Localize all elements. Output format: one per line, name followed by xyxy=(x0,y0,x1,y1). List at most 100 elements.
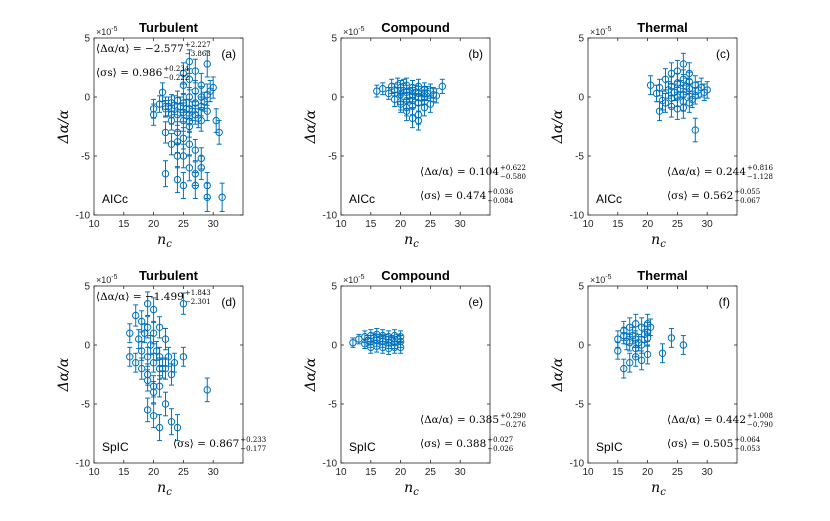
x-tick-label: 10 xyxy=(582,219,594,230)
marker xyxy=(620,331,628,340)
marker xyxy=(655,83,664,92)
stat-minus: −0.084 xyxy=(487,197,513,205)
marker xyxy=(614,347,622,355)
panel-title: Thermal xyxy=(637,20,688,35)
y-scale-exponent: ×10-5 xyxy=(343,274,365,285)
data-point xyxy=(209,76,217,99)
marker xyxy=(215,128,223,137)
data-point xyxy=(167,104,176,125)
method-label: SpIC xyxy=(349,440,376,454)
x-tick-label: 20 xyxy=(395,219,407,230)
data-point xyxy=(161,96,170,117)
y-tick-label: 0 xyxy=(331,93,337,104)
y-scale-exponent: ×10-5 xyxy=(590,26,612,37)
data-point xyxy=(191,138,200,162)
data-point xyxy=(373,84,381,98)
marker xyxy=(149,111,158,119)
marker xyxy=(173,423,182,432)
stat-minus: −1.128 xyxy=(747,173,773,181)
x-tick-label: 20 xyxy=(148,467,160,478)
marker xyxy=(408,96,417,105)
data-point xyxy=(661,92,670,113)
marker xyxy=(191,67,200,75)
data-point xyxy=(179,102,188,123)
marker xyxy=(143,323,152,331)
data-point xyxy=(426,95,435,113)
data-point xyxy=(179,292,188,315)
marker xyxy=(161,128,170,137)
data-point xyxy=(679,91,688,112)
marker xyxy=(137,347,146,355)
marker xyxy=(143,406,152,414)
axes-box xyxy=(340,37,491,216)
x-axis-label: nc xyxy=(157,232,172,250)
marker xyxy=(626,359,634,367)
marker xyxy=(185,57,194,66)
stat-text: ⟨Δα/α⟩ = −1.499 xyxy=(96,291,184,303)
stat-plus: +0.233 xyxy=(240,436,266,444)
method-label: SpIC xyxy=(596,440,623,454)
x-tick-label: 10 xyxy=(88,219,100,230)
stat-plus: +0.027 xyxy=(487,436,513,444)
x-axis-label: nc xyxy=(404,232,419,250)
data-point xyxy=(620,326,628,345)
marker xyxy=(161,170,170,178)
stat-minus: −0.177 xyxy=(240,445,266,453)
marker xyxy=(197,116,205,125)
marker xyxy=(179,134,188,143)
marker xyxy=(646,81,655,89)
marker xyxy=(167,370,176,379)
stat-text: ⟨Δα/α⟩ = 0.442 xyxy=(667,414,746,426)
y-tick-label: -10 xyxy=(76,211,91,222)
x-axis-label: nc xyxy=(651,232,666,250)
x-axis-label: nc xyxy=(157,480,172,498)
y-tick-label: 5 xyxy=(578,282,584,293)
x-tick-label: 20 xyxy=(148,219,160,230)
marker xyxy=(197,154,205,163)
y-scale-exponent: ×10-5 xyxy=(96,274,118,285)
stat-annotation: ⟨Δα/α⟩ = −2.577 +2.227−3.863 xyxy=(96,41,211,58)
data-point xyxy=(179,143,188,169)
stat-annotation: ⟨Δα/α⟩ = 0.442 +1.008−0.790 xyxy=(667,412,773,429)
y-axis-label: Δα/α xyxy=(56,109,72,144)
stat-plus: +1.843 xyxy=(185,289,211,297)
marker xyxy=(179,108,188,117)
y-tick-label: -5 xyxy=(328,152,337,163)
marker xyxy=(155,423,164,432)
marker xyxy=(667,334,676,342)
stat-minus: −3.863 xyxy=(185,50,211,58)
method-label: SpIC xyxy=(102,440,129,454)
x-axis-label: nc xyxy=(404,480,419,498)
series-points xyxy=(149,49,226,212)
marker xyxy=(146,341,155,349)
y-tick-label: 0 xyxy=(84,93,90,104)
data-point xyxy=(167,133,176,156)
data-point xyxy=(626,352,634,373)
marker xyxy=(155,323,164,331)
data-point xyxy=(379,82,387,96)
marker xyxy=(643,350,652,359)
y-tick-label: 5 xyxy=(331,34,337,45)
marker xyxy=(143,370,152,379)
marker xyxy=(185,75,194,84)
y-tick-label: -10 xyxy=(570,459,585,470)
stat-minus: −0.790 xyxy=(747,421,773,429)
series-points xyxy=(126,291,211,442)
stat-minus: −2.301 xyxy=(185,298,211,306)
x-axis-label: nc xyxy=(651,480,666,498)
marker xyxy=(631,344,640,353)
x-tick-label: 10 xyxy=(88,467,100,478)
marker xyxy=(349,338,357,347)
data-point xyxy=(149,352,158,373)
marker xyxy=(426,100,435,108)
data-point xyxy=(667,88,676,109)
stat-text: ⟨Δα/α⟩ = 0.104 xyxy=(420,166,499,178)
data-point xyxy=(673,97,682,120)
data-point xyxy=(155,414,164,442)
data-point xyxy=(149,322,158,345)
method-label: AICc xyxy=(596,192,622,206)
data-point xyxy=(414,110,423,131)
y-tick-label: 0 xyxy=(84,341,90,352)
marker xyxy=(161,400,170,408)
data-point xyxy=(155,316,164,339)
